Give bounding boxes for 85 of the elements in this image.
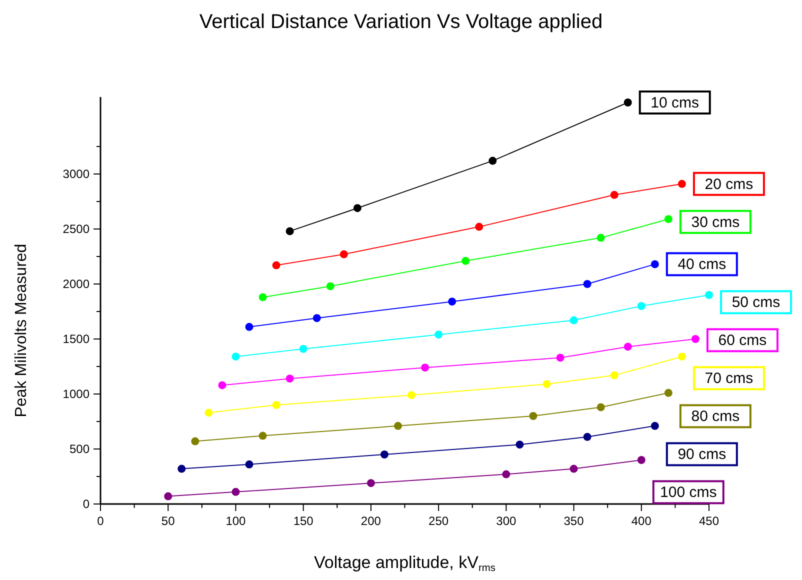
point — [542, 380, 551, 388]
point — [191, 437, 200, 446]
point — [299, 344, 308, 353]
point — [245, 460, 254, 468]
point — [286, 374, 294, 383]
x-axis-title: Voltage amplitude, kV$_{rms}$ — [314, 553, 496, 574]
point — [664, 388, 672, 397]
x-tick-label: 0 — [97, 514, 104, 528]
point — [340, 250, 348, 258]
x-tick-label: 300 — [496, 514, 516, 528]
point — [380, 450, 388, 458]
point — [394, 422, 402, 430]
series-label: 90 cms — [678, 446, 726, 464]
series-label: 30 cms — [691, 214, 740, 231]
point — [218, 381, 226, 390]
x-tick-label: 250 — [428, 514, 449, 528]
point — [488, 156, 497, 165]
point — [164, 492, 172, 500]
point — [570, 316, 578, 324]
point — [556, 354, 564, 362]
point — [272, 401, 280, 409]
point — [650, 422, 659, 430]
point — [408, 391, 416, 400]
point — [258, 293, 267, 302]
point — [570, 464, 578, 473]
y-tick-label: 2500 — [62, 222, 90, 236]
point — [353, 204, 362, 212]
point — [610, 371, 618, 380]
point — [583, 280, 592, 288]
point — [462, 256, 470, 265]
x-tick-label: 350 — [564, 514, 584, 528]
point — [678, 352, 686, 361]
point — [312, 314, 321, 322]
point — [448, 298, 456, 306]
point — [529, 412, 538, 420]
x-tick-label: 100 — [226, 514, 246, 528]
y-tick-label: 2000 — [62, 277, 90, 291]
series-label: 70 cms — [704, 370, 754, 388]
point — [596, 403, 605, 412]
point — [232, 352, 240, 361]
x-tick-label: 150 — [293, 514, 314, 528]
point — [475, 222, 484, 231]
point — [664, 215, 672, 224]
point — [258, 432, 267, 440]
point — [434, 330, 443, 339]
series-label: 40 cms — [678, 256, 726, 274]
y-tick-label: 1000 — [62, 387, 90, 401]
point — [705, 291, 713, 299]
point — [610, 190, 618, 199]
point — [326, 282, 334, 290]
y-tick-label: 1500 — [62, 332, 90, 346]
point — [245, 322, 254, 331]
point — [366, 479, 375, 488]
y-axis-title: Peak Milivolts Measured — [13, 244, 30, 418]
y-tick-label: 500 — [69, 442, 90, 456]
series-label: 20 cms — [704, 176, 754, 193]
point — [286, 227, 294, 236]
series-label: 80 cms — [691, 408, 740, 426]
point — [272, 261, 280, 270]
x-tick-label: 200 — [360, 514, 382, 528]
x-tick-label: 400 — [631, 514, 652, 528]
point — [637, 302, 646, 310]
series-label: 100 cms — [660, 484, 717, 502]
point — [678, 180, 686, 188]
series-label: 10 cms — [650, 94, 700, 112]
point — [178, 464, 186, 473]
point — [516, 440, 524, 449]
point — [596, 234, 605, 242]
point — [204, 408, 213, 417]
point — [421, 364, 430, 372]
point — [232, 488, 240, 496]
point — [624, 98, 632, 106]
y-tick-label: 3000 — [62, 167, 90, 181]
point — [502, 470, 510, 478]
point — [624, 342, 632, 351]
point — [650, 260, 659, 268]
point — [637, 456, 646, 464]
x-tick-label: 450 — [698, 514, 720, 528]
point — [583, 432, 592, 441]
chart-title: Vertical Distance Variation Vs Voltage applied — [199, 11, 603, 33]
series-label: 60 cms — [718, 332, 767, 350]
x-tick-label: 50 — [161, 514, 176, 528]
series-label: 50 cms — [732, 294, 780, 312]
point — [691, 335, 700, 343]
y-tick-label: 0 — [82, 497, 90, 511]
